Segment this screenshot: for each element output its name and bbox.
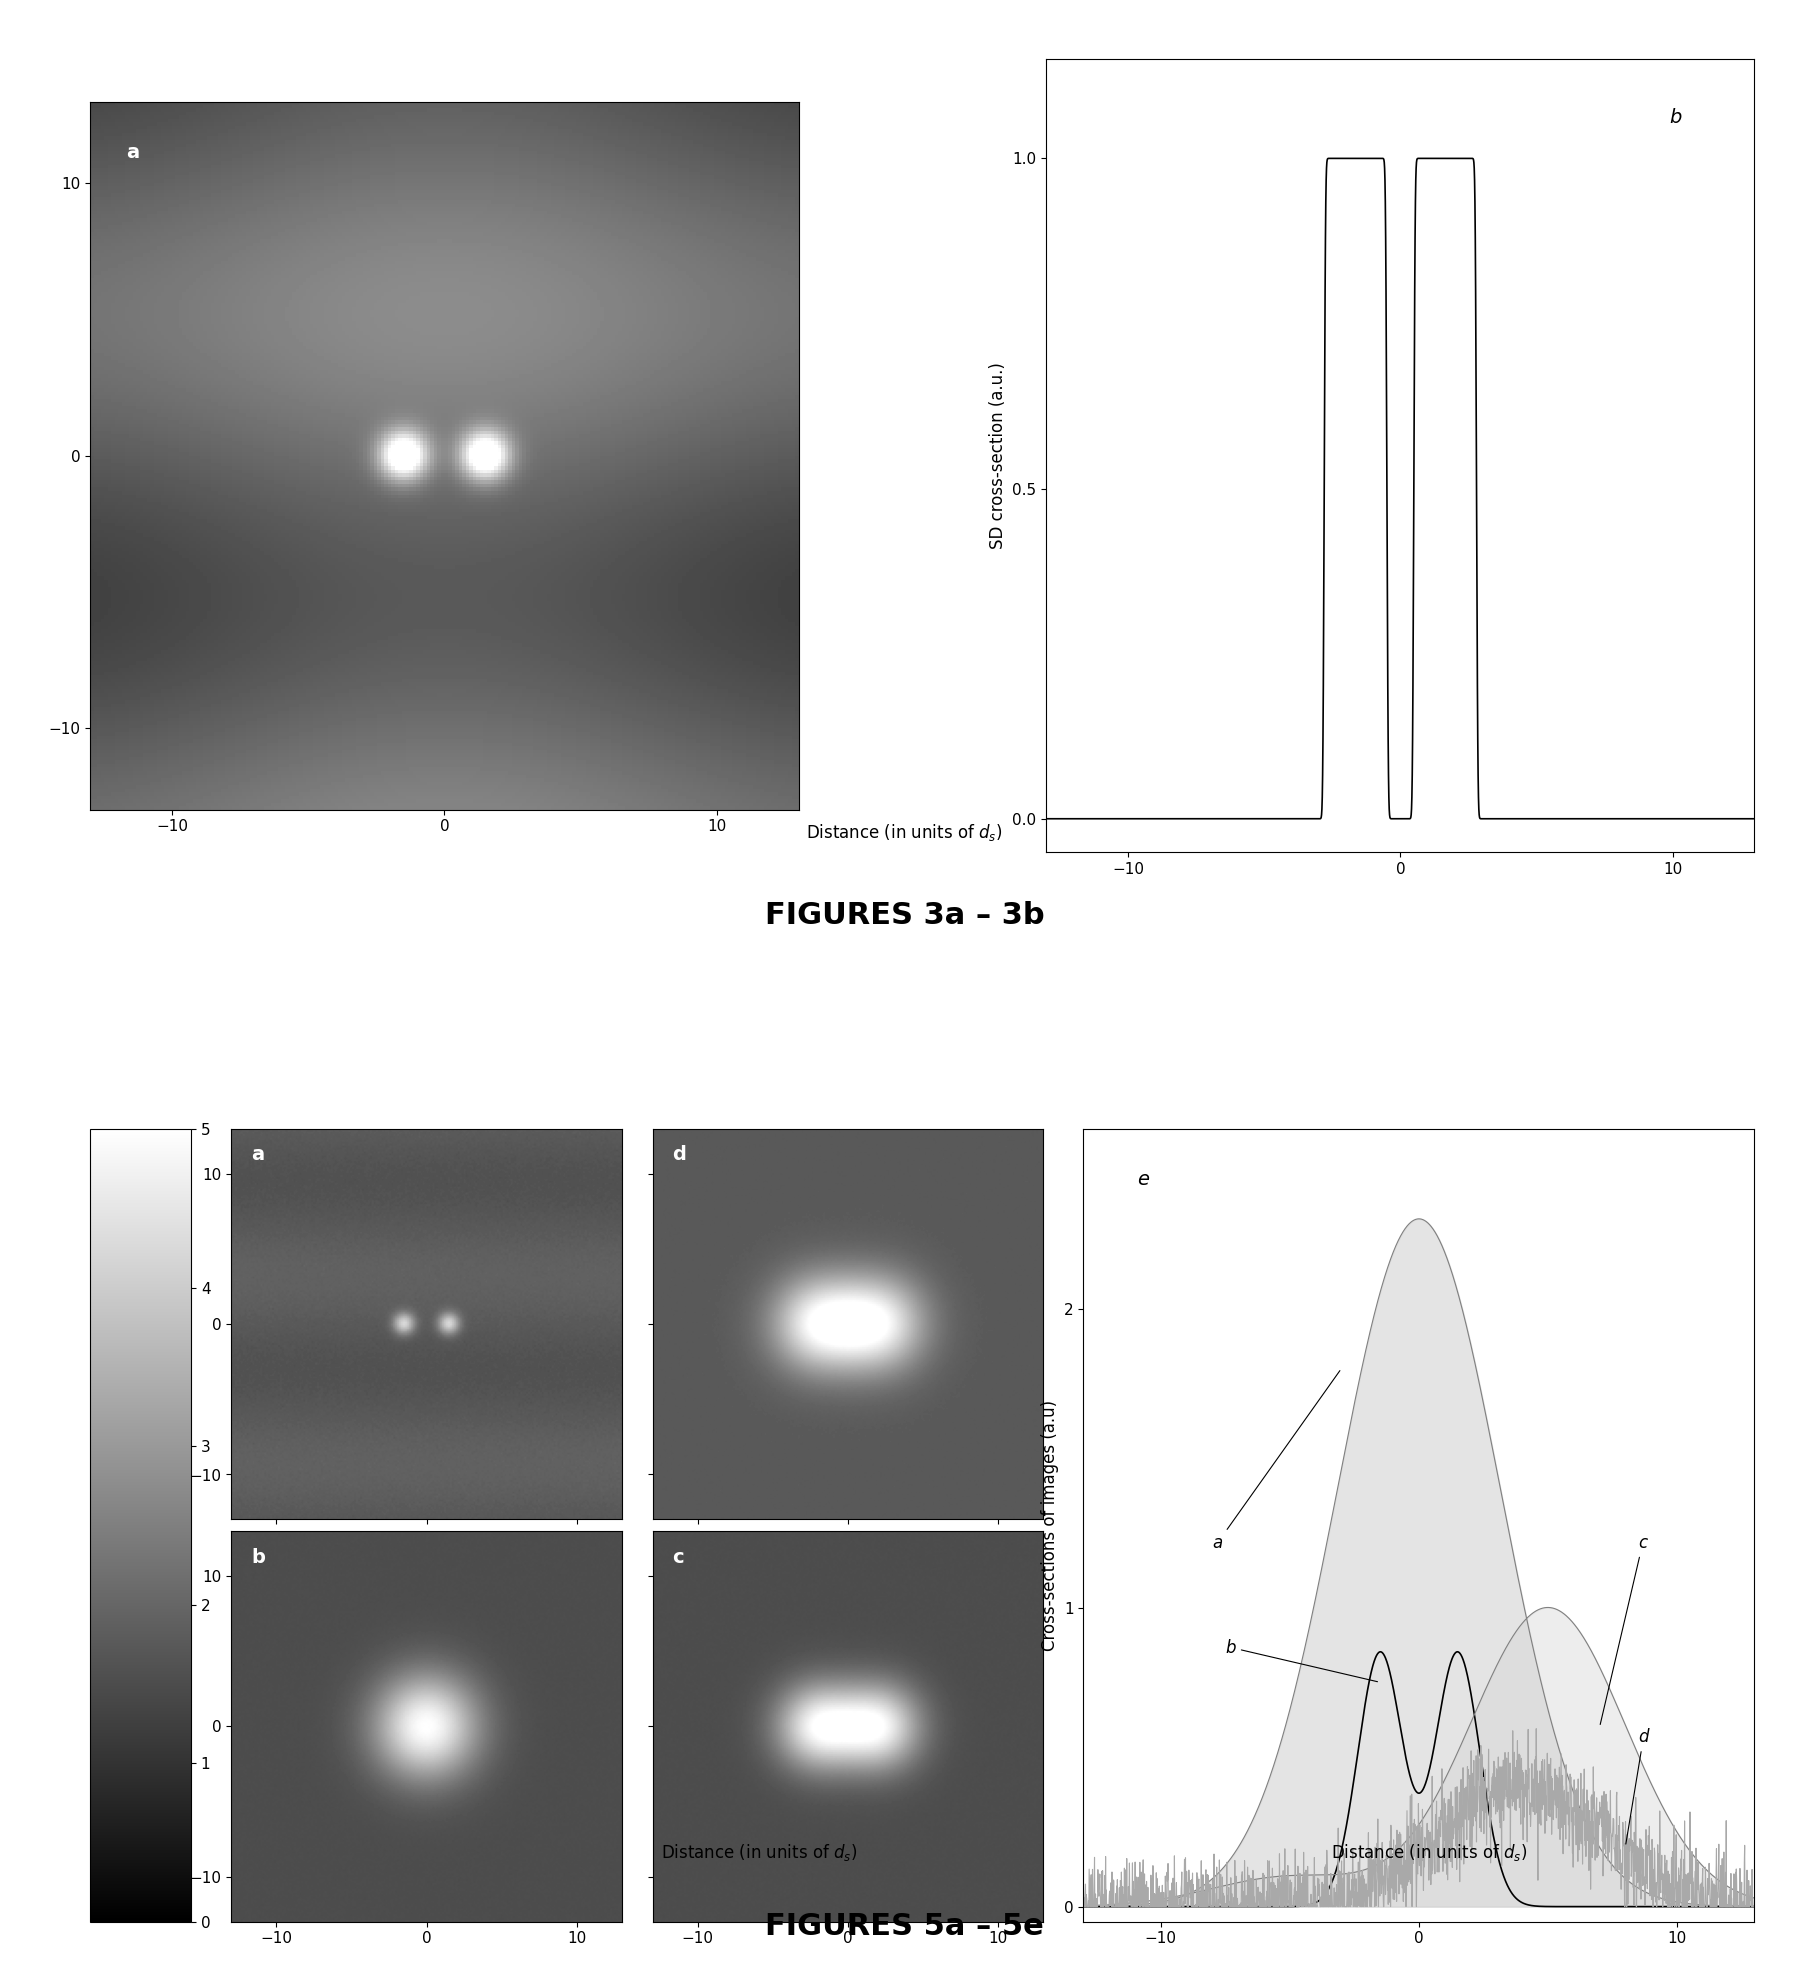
Text: e: e [1137,1169,1148,1189]
Text: a: a [251,1145,264,1165]
Text: a: a [1211,1371,1340,1551]
Text: d: d [1625,1727,1649,1844]
Text: FIGURES 3a – 3b: FIGURES 3a – 3b [765,901,1043,931]
Text: Distance (in units of $d_s$): Distance (in units of $d_s$) [806,822,1002,844]
Text: a: a [127,143,139,162]
Text: b: b [1226,1638,1378,1682]
Text: c: c [1600,1533,1647,1725]
Text: c: c [673,1547,683,1567]
Y-axis label: SD cross-section (a.u.): SD cross-section (a.u.) [989,363,1007,549]
Text: Distance (in units of $d_s$): Distance (in units of $d_s$) [662,1842,857,1864]
Text: Distance (in units of $d_s$): Distance (in units of $d_s$) [1331,1842,1526,1864]
Text: b: b [1669,107,1681,127]
Text: b: b [251,1547,264,1567]
Y-axis label: Cross-sections of images (a.u): Cross-sections of images (a.u) [1040,1401,1058,1650]
Text: d: d [673,1145,685,1165]
Text: FIGURES 5a – 5e: FIGURES 5a – 5e [765,1912,1043,1941]
